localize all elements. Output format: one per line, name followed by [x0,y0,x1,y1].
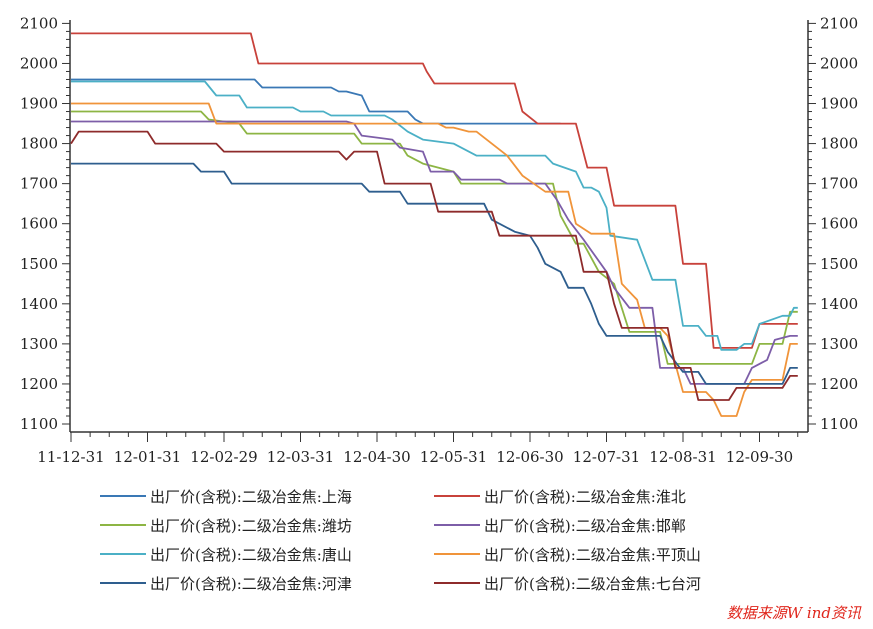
y-tick-label-left: 1900 [20,95,58,113]
legend-item: 出厂价(含税):二级冶金焦:七台河 [434,571,701,595]
legend-item: 出厂价(含税):二级冶金焦:唐山 [100,542,352,566]
y-tick-label-right: 1500 [820,255,858,273]
series-line [71,162,798,385]
y-tick-label-right: 1600 [820,215,858,233]
y-tick-label-right: 2000 [820,54,858,72]
legend-swatch [434,553,480,555]
x-tick-label: 12-08-31 [649,448,716,466]
legend-label: 出厂价(含税):二级冶金焦:邯郸 [484,516,686,535]
legend-label: 出厂价(含税):二级冶金焦:平顶山 [484,545,701,564]
x-tick-label: 12-05-31 [420,448,487,466]
x-tick-label: 12-07-31 [573,448,640,466]
y-tick-label-left: 2100 [20,14,58,32]
legend-swatch [100,582,146,584]
legend-label: 出厂价(含税):二级冶金焦:唐山 [150,545,352,564]
y-tick-label-right: 1400 [820,295,858,313]
y-tick-label-right: 2100 [820,14,858,32]
line-chart: 1100 1100 1200 1200 1300 1300 1400 1400 1500 1500… [20,14,858,466]
y-tick-label-left: 1200 [20,375,58,393]
legend-item: 出厂价(含税):二级冶金焦:上海 [100,484,352,508]
legend-item: 出厂价(含税):二级冶金焦:平顶山 [434,542,701,566]
legend-swatch [434,495,480,497]
x-tick-label: 12-06-30 [496,448,563,466]
legend-label: 出厂价(含税):二级冶金焦:上海 [150,487,352,506]
y-tick-label-right: 1700 [820,175,858,193]
legend-swatch [434,524,480,526]
legend-label: 出厂价(含税):二级冶金焦:淮北 [484,487,686,506]
legend-label: 出厂价(含税):二级冶金焦:潍坊 [150,516,352,535]
y-tick-label-left: 1700 [20,175,58,193]
series-line [70,130,798,401]
legend-item: 出厂价(含税):二级冶金焦:潍坊 [100,513,352,537]
y-tick-label-right: 1200 [820,375,858,393]
y-tick-label-right: 1300 [820,335,858,353]
legend-label: 出厂价(含税):二级冶金焦:河津 [150,574,352,593]
series-line [71,80,798,351]
y-tick-label-right: 1100 [820,415,858,433]
y-tick-label-left: 1100 [20,415,58,433]
legend-label: 出厂价(含税):二级冶金焦:七台河 [484,574,701,593]
source-note: 数据来源W ind资讯 [726,604,861,622]
y-tick-label-left: 1800 [20,135,58,153]
series-line [71,102,798,417]
y-tick-label-left: 2000 [20,54,58,72]
x-tick-label: 12-09-30 [726,448,793,466]
x-tick-label: 12-03-31 [267,448,334,466]
legend-item: 出厂价(含税):二级冶金焦:河津 [100,571,352,595]
x-tick-label: 12-01-31 [114,448,181,466]
y-tick-label-left: 1500 [20,255,58,273]
x-tick-label: 12-02-29 [190,448,257,466]
y-tick-label-left: 1400 [20,295,58,313]
legend-swatch [100,553,146,555]
y-tick-label-left: 1300 [20,335,58,353]
x-tick-label: 11-12-31 [37,448,104,466]
legend-swatch [434,582,480,584]
legend-item: 出厂价(含税):二级冶金焦:邯郸 [434,513,686,537]
y-tick-label-left: 1600 [20,215,58,233]
legend-swatch [100,495,146,497]
chart-axes: 1100 1100 1200 1200 1300 1300 1400 1400 1500 1500… [20,14,858,466]
y-tick-label-right: 1900 [820,95,858,113]
series-line [71,120,798,385]
chart-series [70,32,798,417]
series-line [71,78,561,125]
series-line [71,110,798,365]
x-tick-label: 12-04-30 [343,448,410,466]
series-line [71,32,798,349]
legend-swatch [100,524,146,526]
legend-item: 出厂价(含税):二级冶金焦:淮北 [434,484,686,508]
y-tick-label-right: 1800 [820,135,858,153]
